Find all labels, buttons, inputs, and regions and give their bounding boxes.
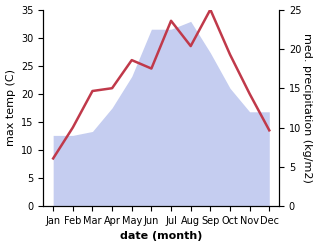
X-axis label: date (month): date (month) xyxy=(120,231,203,242)
Y-axis label: med. precipitation (kg/m2): med. precipitation (kg/m2) xyxy=(302,33,313,183)
Y-axis label: max temp (C): max temp (C) xyxy=(5,69,16,146)
